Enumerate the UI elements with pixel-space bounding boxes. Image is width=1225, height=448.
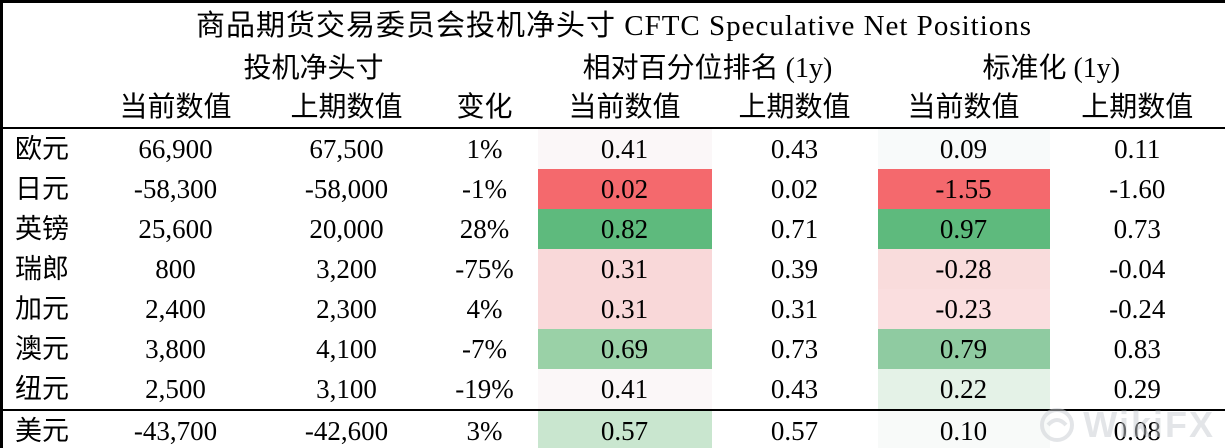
percentile-current-value: 0.41 xyxy=(537,369,712,410)
net-current-value: 2,400 xyxy=(145,293,206,324)
group-header-standardized: 标准化 (1y) xyxy=(982,53,1121,85)
net-current-value: -43,700 xyxy=(89,409,262,448)
standardized-current-value: 0.79 xyxy=(877,329,1050,369)
percentile-previous-value: 0.57 xyxy=(711,409,878,448)
net-current-value: 3,800 xyxy=(145,333,206,364)
group-header-row: 投机净头寸 相对百分位排名 (1y) 标准化 (1y) xyxy=(2,49,1225,89)
percentile-previous-value: 0.43 xyxy=(770,373,819,404)
standardized-previous-value: 0.11 xyxy=(1114,133,1161,164)
standardized-current-value: -0.23 xyxy=(877,289,1050,329)
title-row: 商品期货交易委员会投机净头寸 CFTC Speculative Net Posi… xyxy=(2,2,1225,50)
percentile-current-value: 0.82 xyxy=(537,209,712,249)
standardized-previous-value: 0.73 xyxy=(1113,213,1161,244)
net-previous-value: 67,500 xyxy=(309,133,384,164)
change-value: 1% xyxy=(466,133,503,164)
table-row-eur: 欧元 66,900 67,500 1% 0.41 0.43 0.09 0.11 xyxy=(2,128,1225,169)
net-previous-value: -42,600 xyxy=(261,409,432,448)
table-row-chf: 瑞郎 800 3,200 -75% 0.31 0.39 -0.28 -0.04 xyxy=(2,249,1225,289)
header-spacer xyxy=(1,89,90,129)
col-header-net-previous: 上期数值 xyxy=(261,89,432,129)
col-header-change: 变化 xyxy=(431,89,538,129)
change-value: -1% xyxy=(462,173,507,204)
change-value: 3% xyxy=(431,409,538,448)
net-previous-value: 4,100 xyxy=(316,333,377,364)
net-previous-value: 3,100 xyxy=(316,373,377,404)
percentile-current-value: 0.41 xyxy=(537,128,712,169)
group-header-percentile-rank: 相对百分位排名 (1y) xyxy=(582,53,833,85)
net-previous-value: -58,000 xyxy=(304,173,389,204)
percentile-current-value: 0.69 xyxy=(537,329,712,369)
header-spacer xyxy=(2,49,90,89)
col-header-net-current: 当前数值 xyxy=(89,89,262,129)
table-row-usd: 美元 -43,700 -42,600 3% 0.57 0.57 0.10 0.0… xyxy=(1,409,1225,448)
table-row-aud: 澳元 3,800 4,100 -7% 0.69 0.73 0.79 0.83 xyxy=(2,329,1225,369)
change-value: 4% xyxy=(466,293,503,324)
standardized-current-value: -0.28 xyxy=(877,249,1050,289)
percentile-previous-value: 0.39 xyxy=(770,253,819,284)
standardized-previous-value: -1.60 xyxy=(1109,173,1166,204)
currency-label: 澳元 xyxy=(15,333,69,364)
table-row-cad: 加元 2,400 2,300 4% 0.31 0.31 -0.23 -0.24 xyxy=(2,289,1225,329)
percentile-previous-value: 0.43 xyxy=(770,133,819,164)
currency-label: 英镑 xyxy=(15,213,69,244)
net-current-value: 800 xyxy=(155,253,196,284)
percentile-current-value: 0.57 xyxy=(537,409,712,448)
percentile-current-value: 0.02 xyxy=(537,169,712,209)
standardized-previous-value: 0.83 xyxy=(1113,333,1161,364)
percentile-previous-value: 0.73 xyxy=(770,333,819,364)
change-value: -19% xyxy=(455,373,514,404)
table-row-nzd: 纽元 2,500 3,100 -19% 0.41 0.43 0.22 0.29 xyxy=(2,369,1225,410)
standardized-current-value: 0.22 xyxy=(877,369,1050,410)
percentile-current-value: 0.31 xyxy=(537,289,712,329)
standardized-current-value: -1.55 xyxy=(877,169,1050,209)
standardized-previous-value: -0.04 xyxy=(1109,253,1166,284)
net-current-value: 2,500 xyxy=(145,373,206,404)
percentile-previous-value: 0.02 xyxy=(770,173,819,204)
standardized-current-value: 0.09 xyxy=(877,128,1050,169)
table-title: 商品期货交易委员会投机净头寸 CFTC Speculative Net Posi… xyxy=(196,9,1033,42)
standardized-current-value: 0.10 xyxy=(877,409,1050,448)
standardized-previous-value: 0.29 xyxy=(1113,373,1161,404)
col-header-pct-current: 当前数值 xyxy=(537,89,712,129)
standardized-current-value: 0.97 xyxy=(877,209,1050,249)
net-previous-value: 20,000 xyxy=(309,213,384,244)
standardized-previous-value: 0.08 xyxy=(1049,409,1225,448)
currency-label: 纽元 xyxy=(15,373,69,404)
percentile-previous-value: 0.31 xyxy=(770,293,819,324)
col-header-std-previous: 上期数值 xyxy=(1049,89,1225,129)
net-previous-value: 2,300 xyxy=(316,293,377,324)
change-value: 28% xyxy=(459,213,510,244)
net-previous-value: 3,200 xyxy=(316,253,377,284)
standardized-previous-value: -0.24 xyxy=(1109,293,1166,324)
net-current-value: -58,300 xyxy=(133,173,218,204)
percentile-current-value: 0.31 xyxy=(537,249,712,289)
currency-label: 加元 xyxy=(15,293,69,324)
currency-label: 欧元 xyxy=(15,133,69,164)
currency-label: 美元 xyxy=(1,409,90,448)
currency-label: 日元 xyxy=(15,173,69,204)
group-header-speculative-net: 投机净头寸 xyxy=(243,53,384,85)
table-row-jpy: 日元 -58,300 -58,000 -1% 0.02 0.02 -1.55 -… xyxy=(2,169,1225,209)
col-header-std-current: 当前数值 xyxy=(877,89,1050,129)
col-header-pct-previous: 上期数值 xyxy=(711,89,878,129)
table-row-gbp: 英镑 25,600 20,000 28% 0.82 0.71 0.97 0.73 xyxy=(2,209,1225,249)
change-value: -75% xyxy=(455,253,514,284)
net-current-value: 25,600 xyxy=(138,213,213,244)
column-header-row: 当前数值 上期数值 变化 当前数值 上期数值 当前数值 上期数值 xyxy=(1,89,1225,129)
currency-label: 瑞郎 xyxy=(15,253,69,284)
net-current-value: 66,900 xyxy=(138,133,213,164)
change-value: -7% xyxy=(462,333,507,364)
percentile-previous-value: 0.71 xyxy=(770,213,819,244)
